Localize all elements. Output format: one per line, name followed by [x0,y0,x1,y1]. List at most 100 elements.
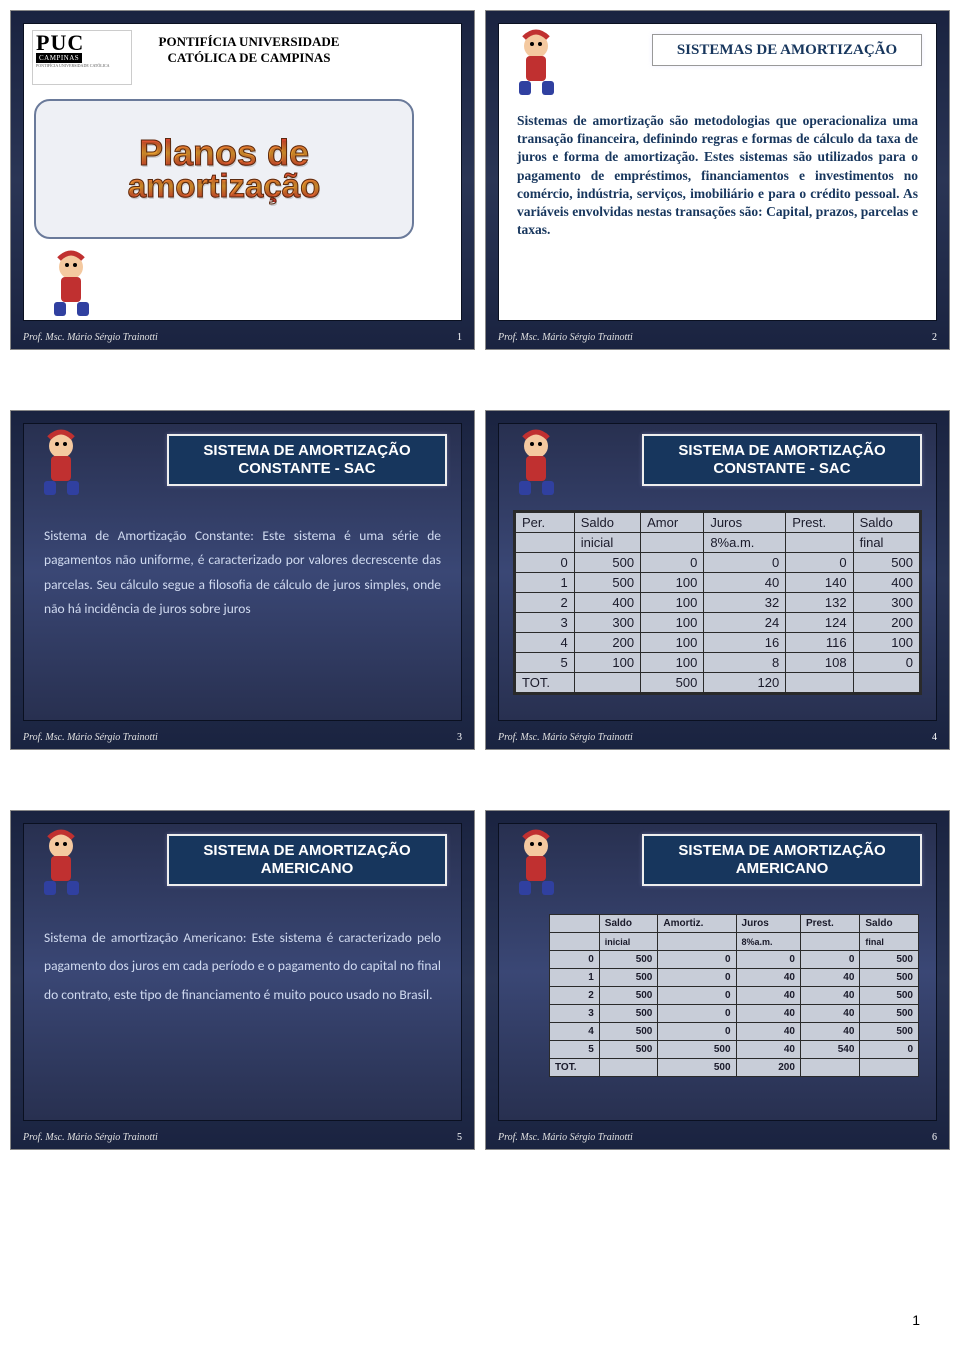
slide-body: Sistema de amortização Americano: Este s… [44,924,441,1009]
table-cell: 40 [800,1005,859,1023]
table-header: Per. [516,513,575,533]
table-cell: 0 [641,553,704,573]
table-cell: 0 [658,951,736,969]
slide-title: SISTEMA DE AMORTIZAÇÃO AMERICANO [167,834,447,886]
title-line2: AMERICANO [179,860,435,878]
table-cell: 0 [550,951,600,969]
table-cell: 40 [800,969,859,987]
slide-footer: Prof. Msc. Mário Sérgio Trainotti 2 [498,332,937,343]
table-cell: 16 [704,633,786,653]
mascot-icon [34,828,89,896]
university-name: PONTIFÍCIA UNIVERSIDADE CATÓLICA DE CAMP… [139,34,359,66]
table-cell: 0 [853,653,919,673]
table-cell: 0 [658,1023,736,1041]
slide-footer: Prof. Msc. Mário Sérgio Trainotti 4 [498,732,937,743]
table-subheader: inicial [599,933,658,951]
slide-footer: Prof. Msc. Mário Sérgio Trainotti 1 [23,332,462,343]
table-total: 200 [736,1059,800,1077]
table-cell: 200 [853,613,919,633]
table-total: 500 [641,673,704,693]
wordart-line2: amortização [128,170,321,201]
mascot-icon [44,249,99,317]
table-cell: 400 [574,593,640,613]
slide-number: 4 [932,732,937,743]
footer-author: Prof. Msc. Mário Sérgio Trainotti [23,1132,158,1143]
table-total [786,673,853,693]
footer-author: Prof. Msc. Mário Sérgio Trainotti [498,1132,633,1143]
table-cell: 40 [704,573,786,593]
table-total: TOT. [550,1059,600,1077]
table-cell: 0 [658,1005,736,1023]
slide-grid: PUC CAMPINAS PONTIFÍCIA UNIVERSIDADE CAT… [0,0,960,1220]
americano-table: SaldoAmortiz.JurosPrest.Saldoinicial8%a.… [549,914,919,1077]
slide-number: 1 [457,332,462,343]
table-subheader: final [853,533,919,553]
table-cell: 132 [786,593,853,613]
table-cell: 100 [641,633,704,653]
table-header: Juros [704,513,786,533]
slide-number: 5 [457,1132,462,1143]
table-subheader: inicial [574,533,640,553]
table-cell: 108 [786,653,853,673]
table-cell: 40 [736,1005,800,1023]
table-header: Juros [736,915,800,933]
mascot-icon [509,428,564,496]
table-subheader [516,533,575,553]
slide-2: SISTEMAS DE AMORTIZAÇÃO Sistemas de amor… [485,10,950,350]
table-cell: 300 [853,593,919,613]
logo-sub: PONTIFÍCIA UNIVERSIDADE CATÓLICA [36,63,110,68]
slide-6: SISTEMA DE AMORTIZAÇÃO AMERICANO SaldoAm… [485,810,950,1150]
slide-4: SISTEMA DE AMORTIZAÇÃO CONSTANTE - SAC P… [485,410,950,750]
table-subheader: final [860,933,919,951]
table-cell: 1 [550,969,600,987]
table-cell: 500 [853,553,919,573]
table-cell: 500 [860,987,919,1005]
table-header: Prest. [800,915,859,933]
slide-body: Sistema de Amortização Constante: Este s… [44,524,441,621]
slide-footer: Prof. Msc. Mário Sérgio Trainotti 3 [23,732,462,743]
table-cell: 124 [786,613,853,633]
table-cell: 500 [860,969,919,987]
table-cell: 0 [658,969,736,987]
table-cell: 0 [704,553,786,573]
table-cell: 3 [550,1005,600,1023]
title-line1: SISTEMA DE AMORTIZAÇÃO [654,442,910,460]
table-header: Saldo [599,915,658,933]
title-line1: SISTEMA DE AMORTIZAÇÃO [179,442,435,460]
table-header: Prest. [786,513,853,533]
table-cell: 100 [641,593,704,613]
table-cell: 4 [516,633,575,653]
title-line1: SISTEMA DE AMORTIZAÇÃO [179,842,435,860]
table-cell: 500 [599,969,658,987]
slide-title: SISTEMA DE AMORTIZAÇÃO CONSTANTE - SAC [167,434,447,486]
slide-number: 3 [457,732,462,743]
table-cell: 500 [658,1041,736,1059]
table-cell: 100 [641,653,704,673]
title-line2: CONSTANTE - SAC [179,460,435,478]
table-header: Amortiz. [658,915,736,933]
table-cell: 100 [641,613,704,633]
slide-title: SISTEMA DE AMORTIZAÇÃO CONSTANTE - SAC [642,434,922,486]
table-total [860,1059,919,1077]
table-header: Amor [641,513,704,533]
table-cell: 0 [658,987,736,1005]
table-cell: 40 [736,969,800,987]
table-cell: 540 [800,1041,859,1059]
logo-campinas: CAMPINAS [36,53,82,63]
table-cell: 32 [704,593,786,613]
table-cell: 100 [853,633,919,653]
title-line2: AMERICANO [654,860,910,878]
table-cell: 500 [599,951,658,969]
table-cell: 500 [599,1023,658,1041]
table-header [550,915,600,933]
table-total: 120 [704,673,786,693]
table-subheader [786,533,853,553]
table-cell: 500 [860,1005,919,1023]
table-cell: 116 [786,633,853,653]
table-cell: 0 [800,951,859,969]
table-cell: 0 [736,951,800,969]
slide-footer: Prof. Msc. Mário Sérgio Trainotti 5 [23,1132,462,1143]
logo-puc: PUC [36,33,84,53]
table-cell: 40 [736,1041,800,1059]
wordart-line1: Planos de [139,136,309,170]
